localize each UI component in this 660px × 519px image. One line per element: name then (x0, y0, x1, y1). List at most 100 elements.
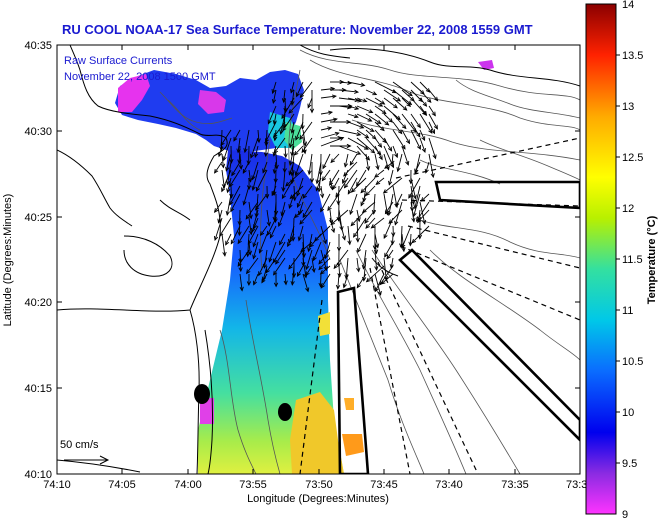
current-vector (374, 233, 379, 248)
colorbar-tick: 9.5 (622, 458, 637, 470)
current-vector (225, 233, 232, 245)
current-vector-head (277, 222, 282, 227)
current-vector (410, 185, 415, 204)
current-vector-head (261, 278, 266, 284)
current-vector-head (287, 242, 292, 248)
current-vector-head (402, 106, 408, 111)
current-vector-head (356, 150, 362, 155)
current-vector (275, 249, 286, 265)
colorbar-label: Temperature (°C) (646, 215, 658, 304)
current-vector (311, 257, 315, 273)
current-vector (320, 225, 327, 244)
current-vector (320, 111, 333, 115)
current-vector-head (331, 94, 337, 99)
current-vector-head (221, 187, 226, 193)
current-vector (392, 145, 398, 158)
current-vector (366, 265, 385, 283)
current-vector (374, 137, 382, 148)
current-vector-head (422, 102, 428, 107)
station-marker (278, 403, 292, 421)
current-vector-head (360, 82, 366, 87)
current-vector-head (362, 98, 368, 103)
current-vector-head (356, 267, 361, 273)
current-vector-head (390, 163, 395, 169)
current-vector (320, 273, 331, 289)
current-vector-head (336, 200, 341, 206)
current-vector (308, 153, 313, 175)
current-vector (282, 113, 295, 131)
current-vector-head (407, 100, 413, 106)
current-vector-head (378, 102, 384, 107)
current-vector (221, 169, 225, 188)
y-tick-label: 40:25 (24, 212, 52, 224)
current-vector-head (323, 266, 328, 272)
current-vector (255, 169, 268, 192)
current-vector (392, 81, 413, 96)
current-vector-head (226, 188, 231, 194)
current-vector (274, 201, 277, 221)
current-vector (419, 89, 432, 103)
current-vector (420, 193, 430, 202)
current-vector-head (353, 232, 358, 238)
current-vector (335, 177, 349, 197)
current-vector (273, 113, 277, 125)
current-vector (392, 121, 403, 134)
current-vector (320, 118, 337, 123)
current-vector-head (267, 230, 271, 236)
current-vector (410, 201, 415, 222)
current-vector (214, 161, 223, 174)
current-vector (219, 217, 232, 237)
current-vector (262, 161, 268, 173)
current-vector-head (374, 173, 379, 178)
current-vector (383, 177, 403, 194)
coastline (57, 45, 580, 474)
current-vector-head (361, 208, 367, 214)
current-vector-head (374, 266, 379, 271)
current-vector (347, 97, 362, 102)
current-vector (428, 89, 438, 101)
current-vector (318, 249, 331, 265)
current-vector-head (246, 185, 252, 191)
current-vector-head (405, 160, 410, 166)
current-vector-head (382, 189, 388, 194)
current-vector-head (411, 199, 416, 205)
current-vector-head (229, 193, 234, 199)
current-vector-head (343, 162, 348, 168)
current-vector (356, 145, 370, 161)
current-vector-head (309, 108, 315, 114)
current-vector-head (231, 171, 236, 177)
current-vector (281, 97, 295, 119)
current-vector-head (322, 164, 327, 170)
current-vector-head (285, 181, 290, 187)
colorbar-tick: 9 (622, 509, 628, 519)
current-vector (237, 137, 241, 153)
current-vector-head (390, 240, 395, 246)
current-vector (248, 217, 252, 235)
current-vector-head (390, 160, 395, 166)
current-vector (356, 273, 367, 288)
current-vector (401, 145, 409, 166)
current-vector-head (341, 87, 347, 93)
current-vector-head (383, 234, 388, 240)
current-vector-head (315, 179, 320, 185)
current-vector (392, 97, 407, 111)
current-vector-head (394, 153, 399, 159)
colorbar-tick: 13 (622, 101, 634, 113)
current-vector-head (265, 138, 269, 144)
current-vector-head (357, 248, 362, 254)
current-vector-head (307, 103, 312, 109)
current-vector (365, 129, 377, 140)
current-vector-head (380, 100, 386, 105)
current-vector-head (341, 235, 346, 241)
current-vector-head (375, 180, 381, 185)
current-vector-head (305, 265, 310, 271)
current-vector-head (337, 272, 342, 278)
current-vector-head (272, 151, 277, 157)
current-vector (261, 273, 268, 283)
current-vector (320, 127, 332, 131)
current-vector-head (246, 281, 252, 287)
current-vector (239, 257, 242, 272)
current-vector (214, 217, 223, 241)
current-vector (220, 129, 232, 146)
sst-patch-magenta-nw (118, 74, 150, 112)
